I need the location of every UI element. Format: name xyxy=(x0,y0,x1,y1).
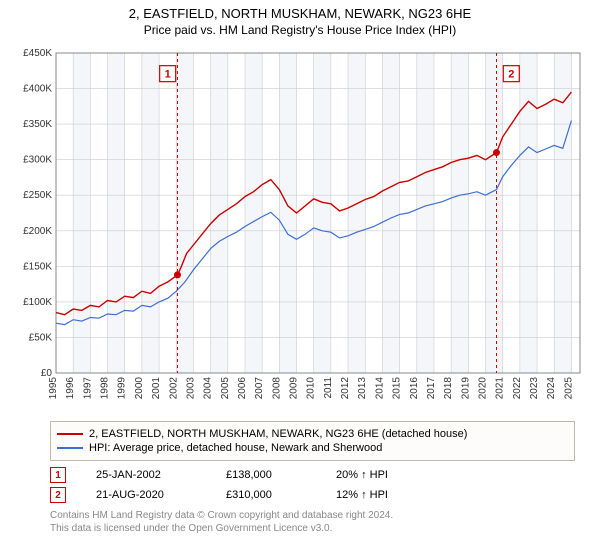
sale-date: 25-JAN-2002 xyxy=(96,469,196,481)
svg-text:2002: 2002 xyxy=(168,377,179,400)
svg-text:2009: 2009 xyxy=(289,377,300,400)
chart-svg: £0£50K£100K£150K£200K£250K£300K£350K£400… xyxy=(10,43,590,413)
sale-price: £138,000 xyxy=(226,469,306,481)
sale-price: £310,000 xyxy=(226,489,306,501)
svg-text:2018: 2018 xyxy=(443,377,454,400)
legend-row: 2, EASTFIELD, NORTH MUSKHAM, NEWARK, NG2… xyxy=(57,428,568,440)
svg-text:2017: 2017 xyxy=(426,377,437,400)
svg-text:£450K: £450K xyxy=(23,48,52,59)
svg-text:2011: 2011 xyxy=(323,377,334,399)
legend: 2, EASTFIELD, NORTH MUSKHAM, NEWARK, NG2… xyxy=(50,421,575,461)
svg-text:2007: 2007 xyxy=(254,377,265,400)
svg-text:1997: 1997 xyxy=(82,377,93,400)
svg-text:2013: 2013 xyxy=(357,377,368,400)
sale-pct: 20% ↑ HPI xyxy=(336,469,388,481)
svg-text:£200K: £200K xyxy=(23,226,52,237)
chart-subtitle: Price paid vs. HM Land Registry's House … xyxy=(0,23,600,37)
legend-label: HPI: Average price, detached house, Newa… xyxy=(89,442,382,454)
svg-text:£250K: £250K xyxy=(23,190,52,201)
svg-text:2020: 2020 xyxy=(478,377,489,400)
svg-text:£100K: £100K xyxy=(23,297,52,308)
svg-text:2025: 2025 xyxy=(563,377,574,400)
svg-text:2008: 2008 xyxy=(271,377,282,400)
svg-text:1996: 1996 xyxy=(65,377,76,400)
footer-line: Contains HM Land Registry data © Crown c… xyxy=(50,509,575,522)
svg-text:1999: 1999 xyxy=(117,377,128,400)
svg-text:£350K: £350K xyxy=(23,119,52,130)
svg-text:2016: 2016 xyxy=(409,377,420,400)
svg-text:2014: 2014 xyxy=(374,377,385,400)
chart-title: 2, EASTFIELD, NORTH MUSKHAM, NEWARK, NG2… xyxy=(0,6,600,21)
sale-marker-icon: 2 xyxy=(50,487,66,503)
svg-text:2024: 2024 xyxy=(546,377,557,400)
footer-line: This data is licensed under the Open Gov… xyxy=(50,522,575,535)
svg-text:£150K: £150K xyxy=(23,261,52,272)
chart-area: £0£50K£100K£150K£200K£250K£300K£350K£400… xyxy=(10,43,590,413)
legend-swatch-hpi xyxy=(57,447,83,449)
svg-text:2022: 2022 xyxy=(512,377,523,400)
svg-text:2005: 2005 xyxy=(220,377,231,400)
svg-text:2010: 2010 xyxy=(306,377,317,400)
sale-row: 1 25-JAN-2002 £138,000 20% ↑ HPI xyxy=(50,467,575,483)
legend-row: HPI: Average price, detached house, Newa… xyxy=(57,442,568,454)
svg-text:2021: 2021 xyxy=(495,377,506,400)
svg-text:£300K: £300K xyxy=(23,155,52,166)
svg-text:2015: 2015 xyxy=(392,377,403,400)
svg-text:2019: 2019 xyxy=(460,377,471,400)
svg-text:1998: 1998 xyxy=(100,377,111,400)
svg-text:2023: 2023 xyxy=(529,377,540,400)
svg-text:1995: 1995 xyxy=(48,377,59,400)
chart-container: 2, EASTFIELD, NORTH MUSKHAM, NEWARK, NG2… xyxy=(0,6,600,535)
sale-marker-icon: 1 xyxy=(50,467,66,483)
svg-text:2006: 2006 xyxy=(237,377,248,400)
svg-text:2004: 2004 xyxy=(203,377,214,400)
svg-text:1: 1 xyxy=(165,69,171,81)
sale-pct: 12% ↑ HPI xyxy=(336,489,388,501)
legend-swatch-property xyxy=(57,433,83,435)
svg-text:£400K: £400K xyxy=(23,84,52,95)
legend-label: 2, EASTFIELD, NORTH MUSKHAM, NEWARK, NG2… xyxy=(89,428,467,440)
svg-text:2001: 2001 xyxy=(151,377,162,400)
sale-date: 21-AUG-2020 xyxy=(96,489,196,501)
svg-text:£50K: £50K xyxy=(29,332,53,343)
svg-text:2000: 2000 xyxy=(134,377,145,400)
svg-text:2012: 2012 xyxy=(340,377,351,400)
sale-row: 2 21-AUG-2020 £310,000 12% ↑ HPI xyxy=(50,487,575,503)
footer: Contains HM Land Registry data © Crown c… xyxy=(50,509,575,535)
svg-text:2: 2 xyxy=(508,69,514,81)
sales-table: 1 25-JAN-2002 £138,000 20% ↑ HPI 2 21-AU… xyxy=(50,467,575,503)
svg-text:2003: 2003 xyxy=(185,377,196,400)
